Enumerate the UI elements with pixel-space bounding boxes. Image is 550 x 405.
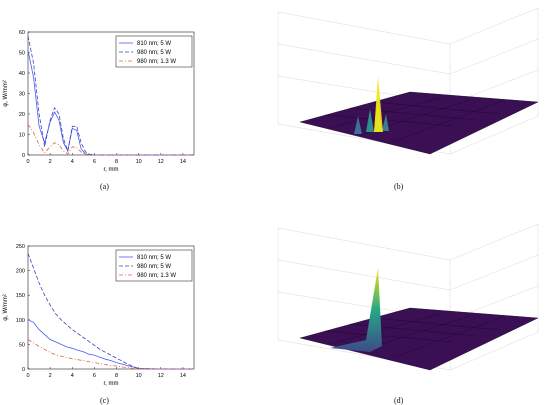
surface-plot-b <box>270 4 545 168</box>
x-axis-label: r, mm <box>104 167 119 172</box>
y-tick-label: 10 <box>19 133 25 139</box>
surface-d-svg <box>277 223 539 371</box>
y-tick-label: 100 <box>16 318 25 324</box>
legend-label-2: 980 nm; 5 W <box>137 264 171 270</box>
y-axis-label: φ, W/mm² <box>3 80 9 107</box>
legend-box <box>115 249 193 282</box>
surface-peak <box>382 114 389 131</box>
surface-peak-main <box>374 76 383 132</box>
y-tick-label: 50 <box>19 342 25 348</box>
surface-peak <box>366 109 374 132</box>
surface-peak <box>354 116 362 134</box>
legend-label-2: 980 nm; 5 W <box>137 50 171 56</box>
x-tick-label: 12 <box>158 373 164 379</box>
x-tick-label: 8 <box>115 373 118 379</box>
x-axis-label: r, mm <box>104 381 119 386</box>
y-tick-label: 200 <box>16 269 25 275</box>
surface-plot-d <box>270 220 545 384</box>
x-tick-label: 14 <box>180 159 186 165</box>
legend-label-1: 810 nm; 5 W <box>137 255 171 261</box>
y-tick-label: 50 <box>19 51 25 57</box>
y-tick-label: 0 <box>22 153 25 159</box>
series-line-3 <box>27 124 194 156</box>
x-tick-label: 0 <box>26 159 29 165</box>
plot-frame <box>27 245 195 370</box>
caption-c: (c) <box>100 396 109 405</box>
y-tick-label: 150 <box>16 293 25 299</box>
series-line-2 <box>27 253 194 370</box>
x-tick-label: 6 <box>93 373 96 379</box>
legend-label-1: 810 nm; 5 W <box>137 41 171 47</box>
x-tick-label: 6 <box>93 159 96 165</box>
chart-c: 0 2 4 6 8 10 12 14 0 50 100 150 200 250 r, mm φ, W/mm² 8… <box>0 236 200 387</box>
y-tick-label: 0 <box>22 367 25 373</box>
x-tick-label: 12 <box>158 159 164 165</box>
series-line-1 <box>27 319 194 370</box>
x-tick-label: 8 <box>115 159 118 165</box>
x-tick-label: 2 <box>49 159 52 165</box>
y-tick-label: 20 <box>19 112 25 118</box>
y-tick-label: 30 <box>19 92 25 98</box>
caption-b: (b) <box>394 182 404 191</box>
x-tick-label: 10 <box>136 159 142 165</box>
legend-box <box>115 35 193 68</box>
y-tick-label: 250 <box>16 244 25 250</box>
chart-a-svg: 0 2 4 6 8 10 12 14 0 10 20 30 40 50 60 r, mm φ, W/mm² 810… <box>3 30 195 173</box>
y-axis-label: φ, W/mm² <box>3 294 9 321</box>
box-grid <box>277 7 539 155</box>
legend-label-3: 980 nm; 1.3 W <box>137 273 176 279</box>
series-line-3 <box>27 339 194 370</box>
chart-c-svg: 0 2 4 6 8 10 12 14 0 50 100 150 200 250 r, mm φ, W/mm² 8… <box>3 244 195 387</box>
legend-label-3: 980 nm; 1.3 W <box>137 59 176 65</box>
caption-a: (a) <box>100 182 109 191</box>
y-tick-label: 60 <box>19 30 25 36</box>
x-tick-label: 0 <box>26 373 29 379</box>
y-tick-label: 40 <box>19 71 25 77</box>
x-tick-label: 4 <box>71 159 74 165</box>
x-tick-label: 10 <box>136 373 142 379</box>
surface-b-svg <box>277 7 539 155</box>
x-tick-label: 14 <box>180 373 186 379</box>
series-line-2 <box>27 36 194 156</box>
chart-a: 0 2 4 6 8 10 12 14 0 10 20 30 40 50 60 r, mm φ, W/mm² 810… <box>0 22 200 173</box>
caption-d: (d) <box>394 396 404 405</box>
x-tick-label: 2 <box>49 373 52 379</box>
surface-peak-main <box>330 268 382 352</box>
x-tick-label: 4 <box>71 373 74 379</box>
